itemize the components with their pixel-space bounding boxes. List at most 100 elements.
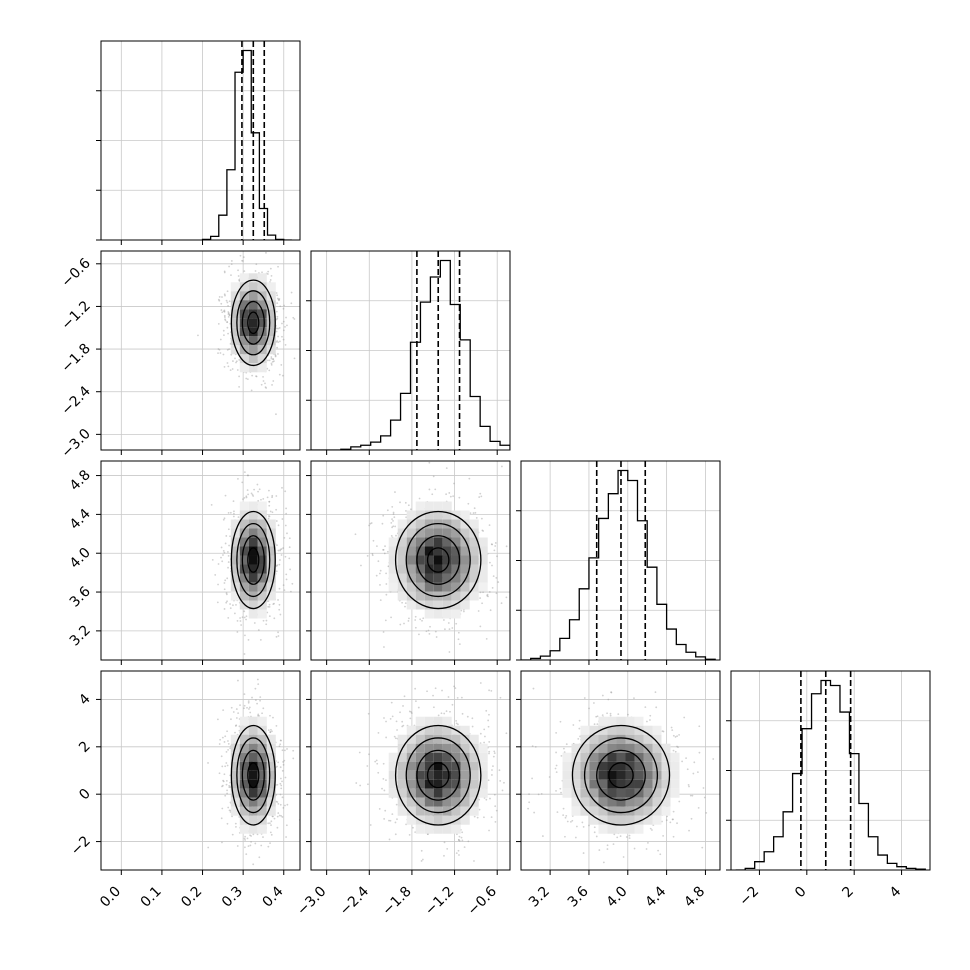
panel-frame xyxy=(100,250,301,451)
sample-point xyxy=(396,818,398,821)
density-cell xyxy=(478,546,488,556)
sample-point xyxy=(259,696,262,699)
sample-point xyxy=(282,320,285,323)
sample-point xyxy=(257,629,260,631)
sample-point xyxy=(245,219,247,221)
sample-point xyxy=(245,377,248,380)
density-cell xyxy=(257,779,267,789)
density-cell xyxy=(248,582,258,592)
sample-point xyxy=(232,500,235,503)
density-cell xyxy=(266,573,276,583)
sample-point xyxy=(266,611,269,614)
sample-point xyxy=(368,524,370,527)
sample-point xyxy=(256,483,259,486)
sample-point xyxy=(278,298,281,300)
sample-point xyxy=(467,840,470,843)
sample-point xyxy=(460,609,463,612)
sample-point xyxy=(282,763,285,766)
sample-point xyxy=(243,497,246,499)
density-cell xyxy=(415,555,425,565)
sample-point xyxy=(399,501,401,504)
density-cell xyxy=(266,309,276,319)
sample-point xyxy=(256,702,258,705)
histogram-0 xyxy=(201,49,292,240)
sample-point xyxy=(479,625,482,628)
sample-point xyxy=(384,809,387,812)
sample-point xyxy=(277,298,280,301)
sample-point xyxy=(221,736,224,739)
y-tick-label: 0 xyxy=(76,786,94,804)
sample-point xyxy=(228,265,230,268)
sample-point xyxy=(448,492,451,494)
sample-point xyxy=(233,510,235,513)
density-cell xyxy=(424,573,434,583)
sample-point xyxy=(457,839,460,841)
sample-point xyxy=(385,720,387,723)
sample-point xyxy=(227,806,230,809)
sample-point xyxy=(262,497,265,500)
sample-point xyxy=(505,596,508,599)
sample-point xyxy=(279,305,282,308)
sample-point xyxy=(381,522,384,525)
sample-point xyxy=(268,359,271,362)
density-cell xyxy=(442,609,452,619)
panel-3-1: −3.0 −2.4 −1.8 −1.2 −0.6 xyxy=(294,670,511,919)
sample-point xyxy=(266,496,269,499)
sample-point xyxy=(261,271,263,274)
sample-point xyxy=(218,348,221,351)
sample-point xyxy=(242,256,245,259)
density-cell xyxy=(442,591,452,601)
sample-point xyxy=(276,297,279,300)
sample-point xyxy=(223,517,226,520)
density-cell xyxy=(257,770,267,780)
sample-point xyxy=(270,728,272,731)
sample-point xyxy=(217,348,220,350)
y-tick-label: 3.6 xyxy=(67,583,94,610)
sample-point xyxy=(379,569,382,572)
sample-point xyxy=(222,518,225,521)
sample-point xyxy=(491,586,494,589)
sample-point xyxy=(224,579,227,582)
sample-point xyxy=(458,835,461,838)
sample-point xyxy=(454,687,457,689)
sample-point xyxy=(273,602,275,605)
sample-point xyxy=(228,313,231,316)
sample-point xyxy=(222,310,225,313)
density-cell xyxy=(460,546,470,556)
sample-point xyxy=(407,620,410,622)
sample-point xyxy=(280,787,283,790)
sample-point xyxy=(281,769,284,772)
sample-point xyxy=(230,706,233,709)
sample-point xyxy=(237,679,239,682)
sample-point xyxy=(262,380,265,382)
density-cell xyxy=(239,282,249,292)
sample-point xyxy=(455,852,458,855)
sample-point xyxy=(271,511,274,514)
sample-point xyxy=(378,808,381,810)
sample-point xyxy=(481,602,484,605)
sample-point xyxy=(262,707,265,710)
sample-point xyxy=(490,816,493,819)
sample-point xyxy=(394,821,397,824)
sample-point xyxy=(251,696,253,699)
sample-point xyxy=(225,762,228,764)
sample-point xyxy=(293,357,296,360)
sample-point xyxy=(227,311,230,313)
density-cell xyxy=(424,582,434,592)
sample-point xyxy=(285,507,288,510)
sample-point xyxy=(278,745,281,748)
sample-point xyxy=(223,270,226,273)
density-cell xyxy=(248,363,258,373)
density-cell xyxy=(239,743,249,753)
sample-point xyxy=(292,757,295,760)
panel-plot-area xyxy=(311,461,510,660)
sample-point xyxy=(225,592,228,595)
density-cell xyxy=(266,336,276,346)
sample-point xyxy=(494,805,497,808)
sample-point xyxy=(403,622,405,625)
sample-point xyxy=(233,512,235,515)
density-cell xyxy=(266,327,276,337)
sample-point xyxy=(243,610,246,613)
contour-2 xyxy=(236,522,271,598)
density-cell xyxy=(469,546,479,556)
